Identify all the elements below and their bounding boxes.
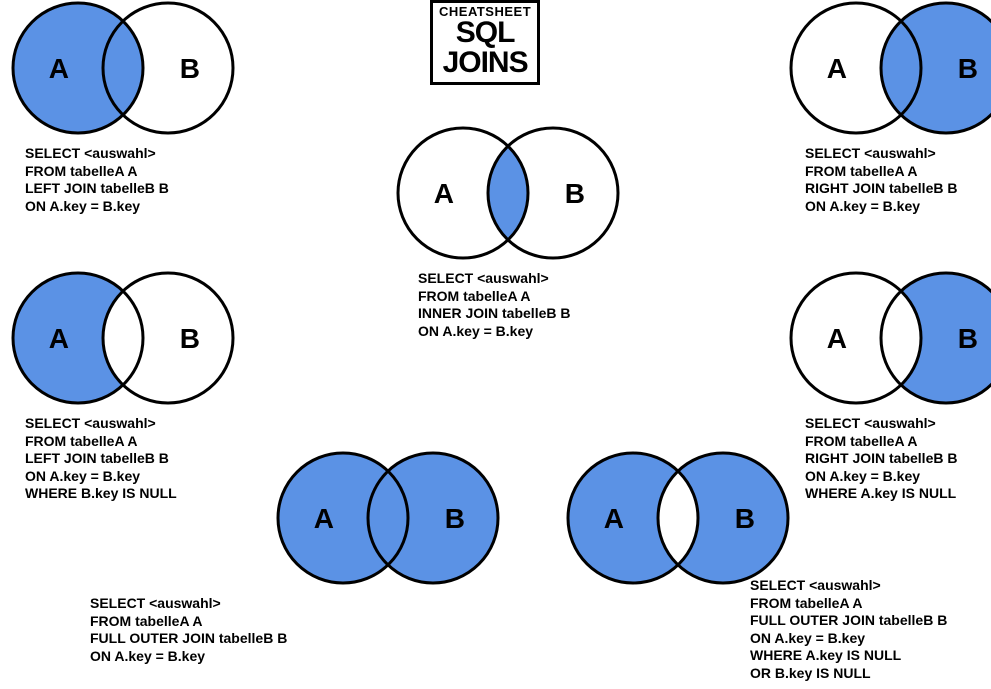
sql-inner-join: SELECT <auswahl> FROM tabelleA A INNER J… — [418, 270, 570, 340]
venn-diagram: AB — [395, 125, 621, 261]
sql-right-excl: SELECT <auswahl> FROM tabelleA A RIGHT J… — [805, 415, 957, 503]
label-a: A — [827, 53, 847, 84]
label-b: B — [445, 503, 465, 534]
label-b: B — [958, 323, 978, 354]
label-b: B — [735, 503, 755, 534]
venn-diagram: AB — [275, 450, 501, 586]
label-b: B — [565, 178, 585, 209]
label-a: A — [827, 323, 847, 354]
title-box: CHEATSHEET SQL JOINS — [430, 0, 540, 85]
label-a: A — [604, 503, 624, 534]
venn-diagram: AB — [10, 0, 236, 136]
label-a: A — [434, 178, 454, 209]
venn-diagram: AB — [788, 0, 991, 136]
venn-diagram: AB — [565, 450, 791, 586]
label-a: A — [49, 53, 69, 84]
label-a: A — [314, 503, 334, 534]
sql-full-outer: SELECT <auswahl> FROM tabelleA A FULL OU… — [90, 595, 287, 665]
title-line2: SQL — [439, 18, 531, 48]
sql-right-join: SELECT <auswahl> FROM tabelleA A RIGHT J… — [805, 145, 957, 215]
venn-diagram: AB — [788, 270, 991, 406]
label-b: B — [180, 323, 200, 354]
venn-diagram: AB — [10, 270, 236, 406]
venn-left-excl: AB — [10, 270, 236, 411]
label-b: B — [180, 53, 200, 84]
sql-left-excl: SELECT <auswahl> FROM tabelleA A LEFT JO… — [25, 415, 177, 503]
venn-full-outer-excl: AB — [565, 450, 791, 591]
sql-full-outer-excl: SELECT <auswahl> FROM tabelleA A FULL OU… — [750, 577, 947, 682]
venn-left-join: AB — [10, 0, 236, 141]
label-a: A — [49, 323, 69, 354]
title-line3: JOINS — [439, 48, 531, 78]
sql-left-join: SELECT <auswahl> FROM tabelleA A LEFT JO… — [25, 145, 169, 215]
venn-right-excl: AB — [788, 270, 991, 411]
label-b: B — [958, 53, 978, 84]
venn-inner-join: AB — [395, 125, 621, 266]
venn-right-join: AB — [788, 0, 991, 141]
venn-full-outer: AB — [275, 450, 501, 591]
